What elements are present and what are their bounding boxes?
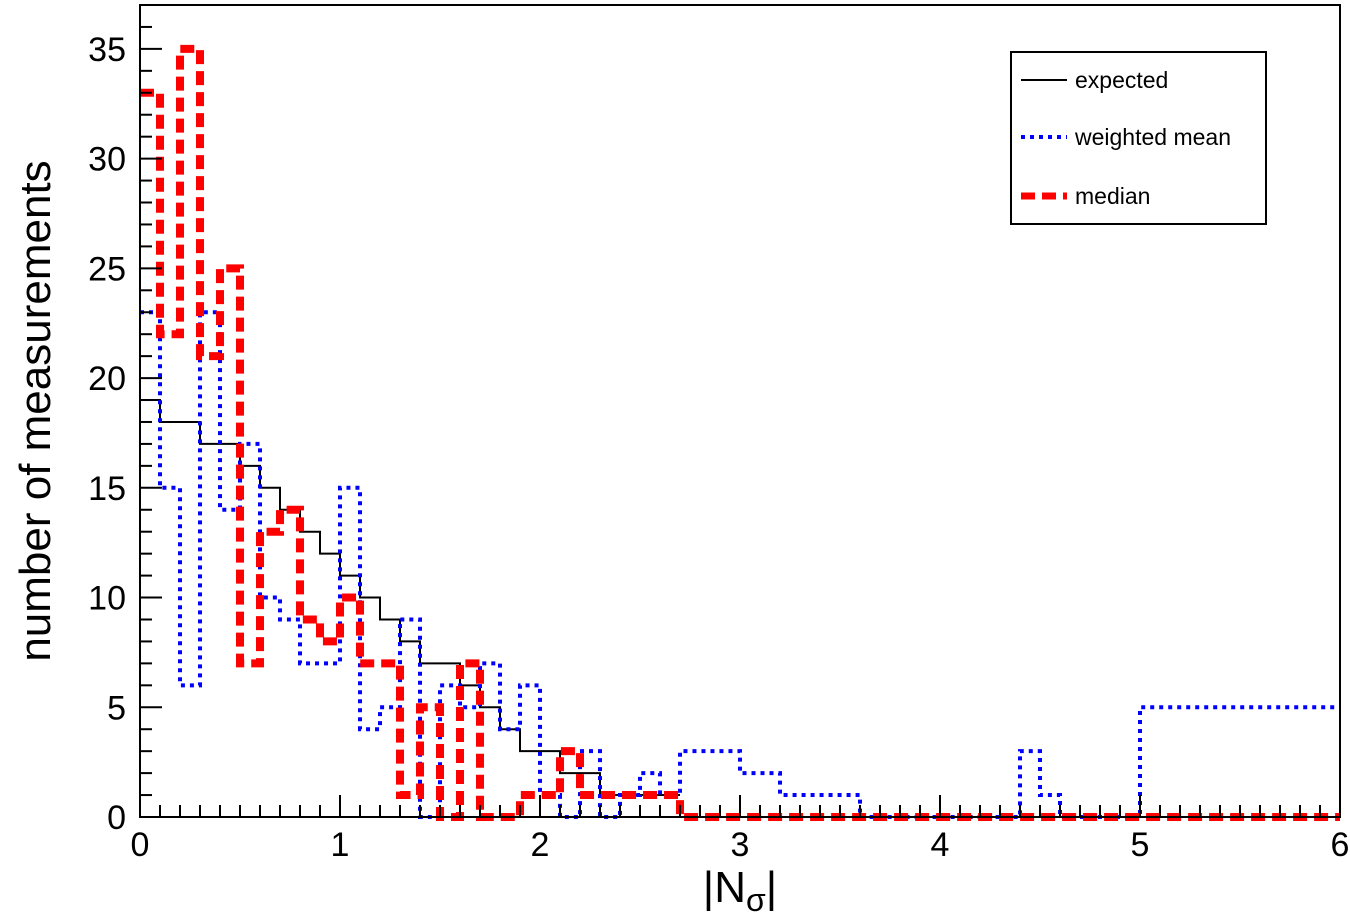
legend-entry-median: median <box>1021 183 1150 209</box>
y-tick-label: 35 <box>88 31 126 69</box>
legend-entry-expected: expected <box>1021 67 1168 93</box>
legend: expected weighted mean median <box>1010 51 1267 225</box>
y-tick-label: 0 <box>107 799 126 837</box>
series-weighted-mean <box>140 310 1340 819</box>
x-ticks: 0 1 2 3 4 5 6 <box>131 795 1350 864</box>
y-tick-label: 20 <box>88 360 126 398</box>
y-tick-label: 10 <box>88 580 126 618</box>
x-tick-label: 5 <box>1131 826 1150 864</box>
legend-entry-weighted-mean: weighted mean <box>1021 124 1231 150</box>
x-tick-label: 6 <box>1331 826 1350 864</box>
y-axis-label: number of measurements <box>11 160 60 661</box>
x-tick-label: 2 <box>531 826 550 864</box>
x-axis-label: |Nσ| <box>703 863 777 914</box>
y-tick-label: 15 <box>88 470 126 508</box>
y-tick-label: 5 <box>107 689 126 727</box>
x-axis-label-suffix: | <box>766 863 777 912</box>
legend-label-median: median <box>1075 183 1150 209</box>
x-tick-label: 0 <box>131 826 150 864</box>
y-tick-label: 25 <box>88 250 126 288</box>
legend-label-weighted-mean: weighted mean <box>1074 124 1231 150</box>
y-ticks: 0 5 10 15 20 25 30 35 <box>88 25 162 837</box>
x-axis-label-main: |N <box>703 863 746 912</box>
x-axis-label-subscript: σ <box>746 882 766 914</box>
x-tick-label: 3 <box>731 826 750 864</box>
plot-area: 0 1 2 3 4 5 6 0 5 10 15 20 25 30 35 <box>88 4 1350 864</box>
x-tick-label: 1 <box>331 826 350 864</box>
y-tick-label: 30 <box>88 141 126 179</box>
x-tick-label: 4 <box>931 826 950 864</box>
legend-label-expected: expected <box>1075 67 1168 93</box>
